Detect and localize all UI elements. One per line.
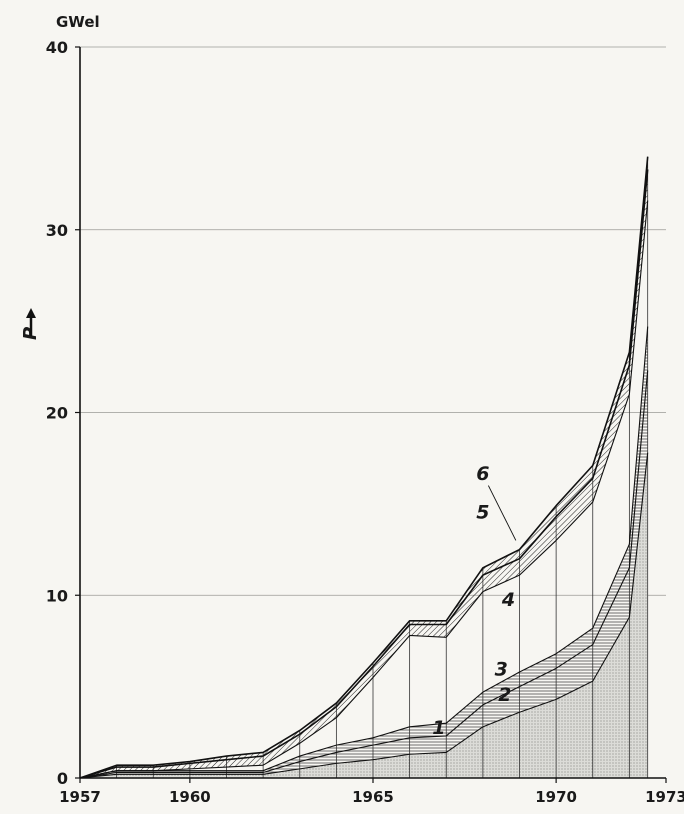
series-area-1	[80, 452, 648, 778]
series-label-3: 3	[495, 659, 508, 681]
x-tick-label: 1973	[645, 788, 684, 806]
series-lines	[79, 156, 649, 779]
series-line-3	[79, 326, 649, 779]
x-tick-label: 1965	[352, 788, 394, 806]
series-line-6	[79, 156, 649, 779]
series-line-1	[79, 452, 649, 779]
series-areas	[80, 156, 649, 778]
y-axis-arrowhead	[26, 308, 36, 318]
x-tick-label: 1960	[169, 788, 211, 806]
y-tick-label: 20	[46, 404, 68, 423]
grid	[80, 46, 666, 596]
labels: GWelP123456	[20, 13, 517, 739]
y-tick-label: 30	[46, 221, 68, 240]
y-tick-label: 0	[57, 769, 68, 788]
series-6-leader	[487, 485, 517, 541]
series-label-4: 4	[501, 589, 515, 611]
y-tick-label: 10	[46, 586, 68, 605]
series-label-1: 1	[432, 717, 445, 739]
series-line-2	[79, 370, 649, 779]
axes: 0 10 20 30 40 1957 1960 1965 1970 1973	[46, 38, 684, 806]
series-label-2: 2	[498, 684, 511, 706]
x-tick-label: 1957	[59, 788, 101, 806]
x-tick-label: 1970	[535, 788, 577, 806]
y-tick-label: 40	[46, 38, 68, 57]
y-unit-label: GWel	[56, 13, 100, 31]
series-line-4	[79, 200, 649, 779]
series-label-6: 6	[476, 463, 489, 485]
series-label-5: 5	[476, 501, 489, 523]
series-line-5	[79, 169, 649, 779]
